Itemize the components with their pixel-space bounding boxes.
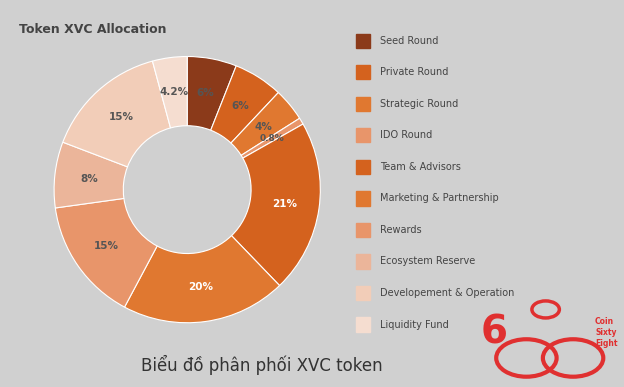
Wedge shape [232,124,320,286]
Text: Developement & Operation: Developement & Operation [380,288,514,298]
Text: 8%: 8% [80,173,98,183]
Text: Ecosystem Reserve: Ecosystem Reserve [380,257,475,266]
Bar [356,191,371,205]
Wedge shape [241,118,303,158]
Wedge shape [63,61,170,167]
Text: 21%: 21% [272,199,297,209]
Text: Biểu đồ phân phối XVC token: Biểu đồ phân phối XVC token [141,355,383,375]
Wedge shape [56,199,157,307]
Bar [356,160,371,174]
Bar [356,97,371,111]
Text: Coin
Sixty
Eight: Coin Sixty Eight [595,317,618,348]
Text: 4%: 4% [254,122,272,132]
Text: Team & Advisors: Team & Advisors [380,162,461,172]
Text: 6%: 6% [197,88,215,98]
Bar [356,317,371,332]
Text: 6: 6 [481,313,508,351]
Text: Token XVC Allocation: Token XVC Allocation [19,23,166,36]
Text: Seed Round: Seed Round [380,36,438,46]
Text: IDO Round: IDO Round [380,130,432,140]
Text: Marketing & Partnership: Marketing & Partnership [380,194,499,204]
Text: Rewards: Rewards [380,225,421,235]
Wedge shape [231,92,300,156]
Wedge shape [152,57,187,128]
Bar [356,34,371,48]
Text: 4.2%: 4.2% [160,87,189,97]
Text: 0.8%: 0.8% [260,134,284,144]
Text: 15%: 15% [94,241,119,251]
Text: Liquidity Fund: Liquidity Fund [380,320,449,329]
Wedge shape [211,66,278,143]
Text: 6%: 6% [231,101,249,111]
Bar [356,65,371,79]
Text: 15%: 15% [109,111,134,122]
Wedge shape [187,57,236,130]
Bar [356,128,371,142]
Text: Strategic Round: Strategic Round [380,99,458,109]
Bar [356,286,371,300]
Text: 20%: 20% [188,282,213,292]
Bar [356,254,371,269]
Wedge shape [125,236,280,323]
Text: Private Round: Private Round [380,67,448,77]
Bar [356,223,371,237]
Wedge shape [54,142,127,208]
